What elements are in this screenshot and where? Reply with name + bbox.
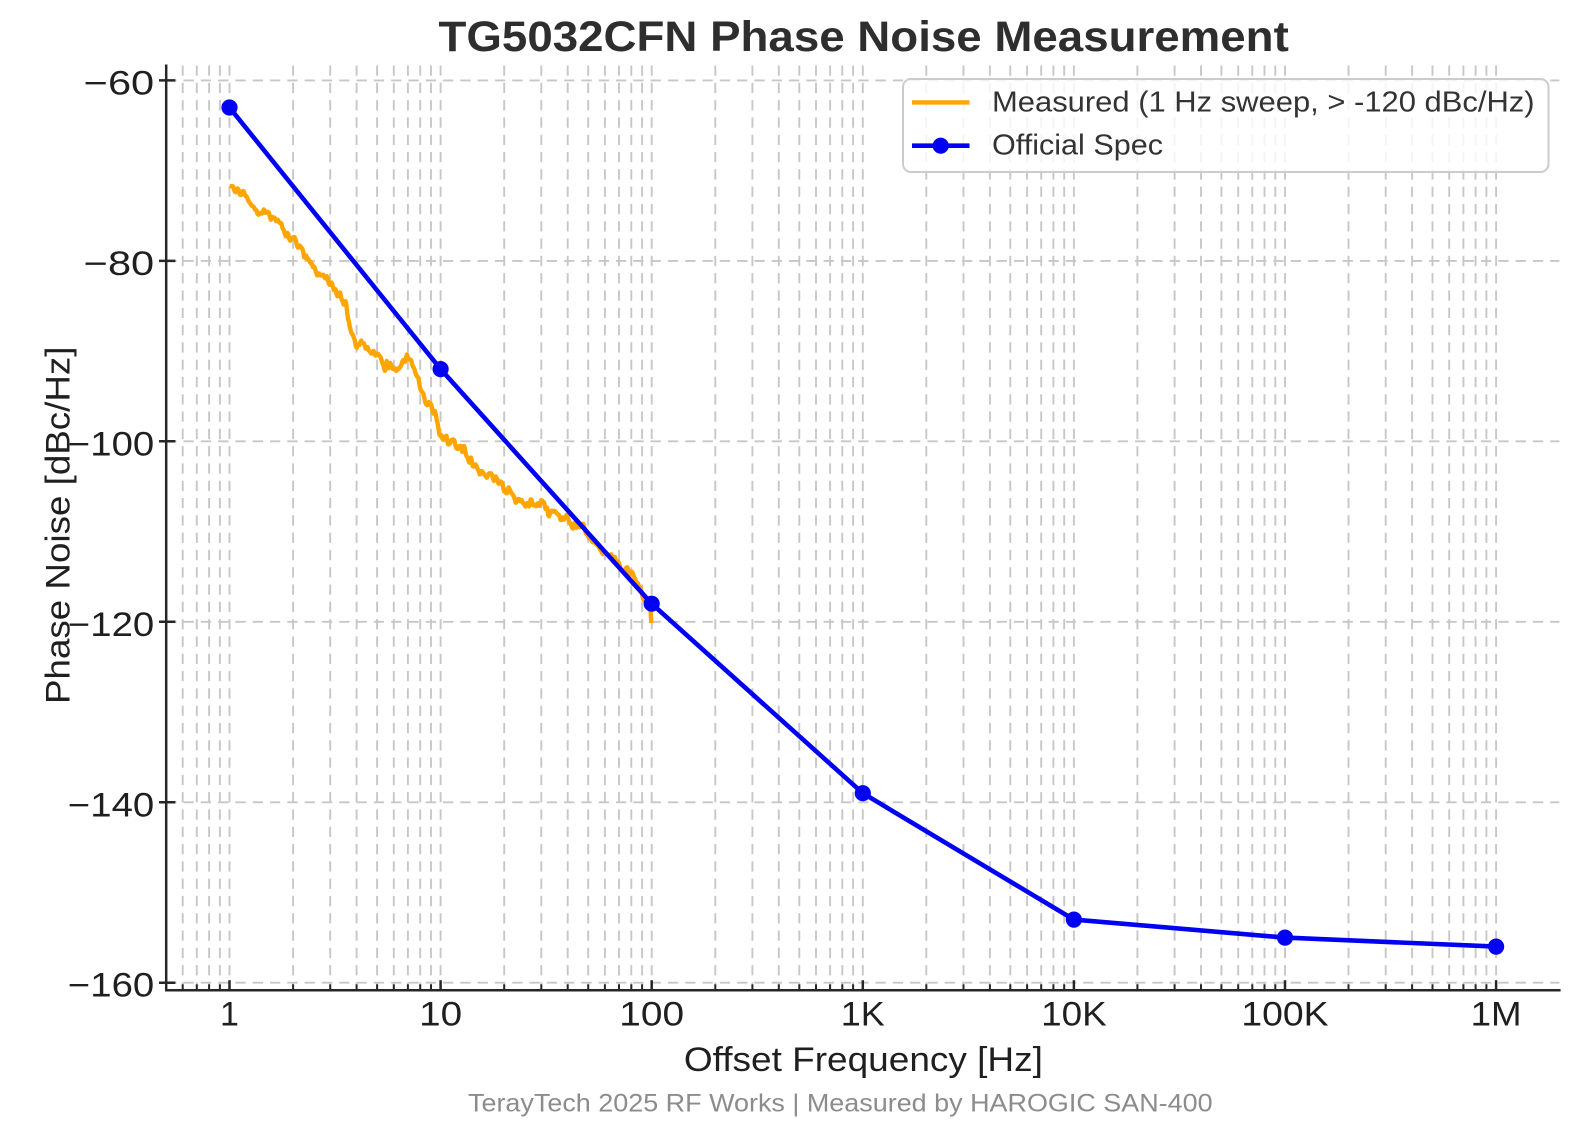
svg-text:−100: −100 — [68, 425, 154, 463]
svg-text:TG5032CFN Phase Noise Measurem: TG5032CFN Phase Noise Measurement — [439, 13, 1289, 61]
svg-text:−60: −60 — [84, 64, 155, 102]
svg-text:10: 10 — [419, 996, 462, 1034]
svg-text:Official Spec: Official Spec — [992, 130, 1163, 162]
svg-text:Offset Frequency [Hz]: Offset Frequency [Hz] — [684, 1041, 1043, 1079]
svg-text:−140: −140 — [68, 786, 154, 824]
svg-text:1: 1 — [220, 996, 239, 1034]
svg-text:−160: −160 — [68, 967, 154, 1005]
svg-text:−80: −80 — [84, 245, 155, 283]
svg-text:1K: 1K — [841, 996, 885, 1034]
svg-text:100K: 100K — [1241, 996, 1329, 1034]
svg-text:Phase Noise [dBc/Hz]: Phase Noise [dBc/Hz] — [40, 347, 78, 705]
svg-text:−120: −120 — [68, 606, 154, 644]
svg-text:TerayTech 2025 RF Works | Meas: TerayTech 2025 RF Works | Measured by HA… — [468, 1089, 1213, 1117]
svg-text:Measured (1 Hz sweep, > -120 d: Measured (1 Hz sweep, > -120 dBc/Hz) — [992, 86, 1535, 118]
svg-text:100: 100 — [619, 996, 684, 1034]
svg-text:10K: 10K — [1041, 996, 1107, 1034]
svg-text:1M: 1M — [1471, 996, 1522, 1034]
